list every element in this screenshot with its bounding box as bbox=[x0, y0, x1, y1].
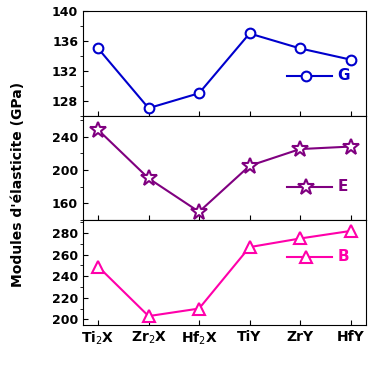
Text: G: G bbox=[337, 68, 350, 83]
Text: Modules d'élasticite (GPa): Modules d'élasticite (GPa) bbox=[11, 82, 25, 287]
Text: B: B bbox=[337, 249, 349, 264]
Text: E: E bbox=[337, 179, 348, 194]
